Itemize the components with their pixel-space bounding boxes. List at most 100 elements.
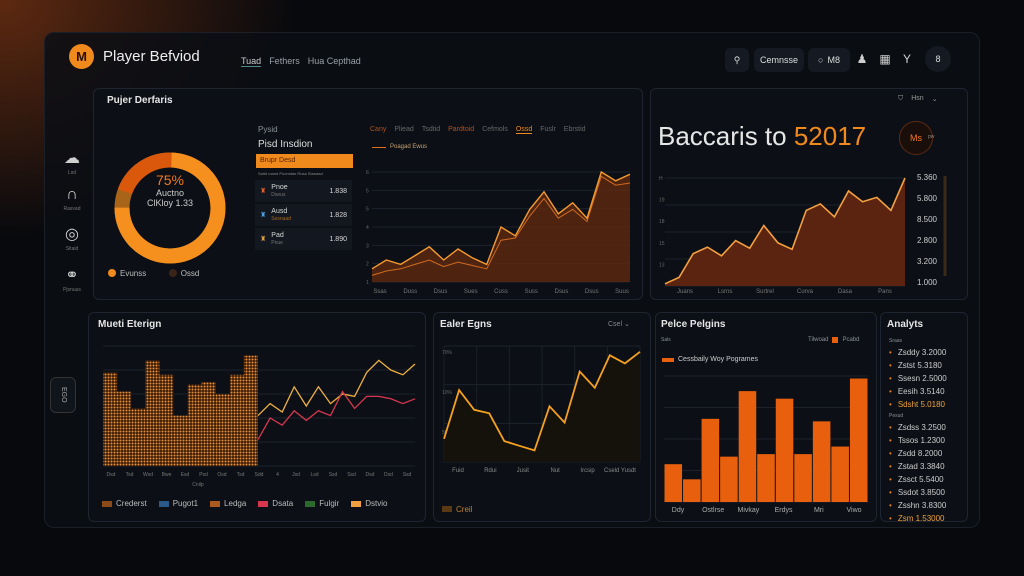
chart-tab[interactable]: Tsdtid: [421, 126, 441, 133]
users-icon[interactable]: ♟: [856, 52, 868, 66]
legend-item[interactable]: Ledga: [210, 499, 246, 508]
x-tick-label: Dsus: [434, 289, 448, 295]
legend-item[interactable]: Fulgir: [305, 499, 339, 508]
analytics-item[interactable]: • Zssct 5.5400: [889, 473, 967, 486]
grid-icon[interactable]: ▦: [879, 52, 891, 66]
analytics-item[interactable]: • Sdsht 5.0180: [889, 398, 967, 411]
sub-right: Tilwoad Pcabd: [808, 337, 859, 343]
legend-item[interactable]: Pugot1: [158, 499, 198, 508]
tab-tuad[interactable]: Tuad: [241, 56, 262, 67]
bar: [701, 418, 720, 502]
bullet-icon: •: [889, 387, 892, 396]
bullet-icon: •: [889, 462, 892, 471]
bullet-icon: •: [889, 400, 892, 409]
x-tick-label: Jsd: [292, 472, 300, 478]
panel-title: Ealer Egns: [440, 319, 492, 330]
chart-tab[interactable]: Fuslr: [540, 126, 556, 133]
bullet-icon: •: [889, 488, 892, 497]
list-caption: Pysid: [258, 125, 278, 134]
analytics-item[interactable]: • Zsddy 3.2000: [889, 346, 967, 359]
tab-hua-cepthad[interactable]: Hua Cepthad: [307, 56, 361, 66]
bar: [215, 394, 230, 466]
analytics-item[interactable]: • Ssesn 2.5000: [889, 372, 967, 385]
series-line: [443, 351, 641, 452]
bar: [173, 415, 188, 466]
filter-icon[interactable]: Y: [902, 52, 911, 66]
item-sub: Sesnaad: [271, 216, 292, 222]
group-label: Pesud: [889, 413, 904, 419]
item-text: Ssdot 3.8500: [897, 488, 945, 497]
chart-tab[interactable]: Cany: [370, 126, 387, 133]
item-sub: Pnue: [271, 240, 283, 246]
series-line-ewus: [371, 175, 631, 276]
chart-tab[interactable]: Cefmols: [482, 126, 508, 133]
analytics-item[interactable]: • Tssos 1.2300: [889, 434, 967, 447]
chart-tab[interactable]: Ebrstid: [563, 126, 586, 133]
analytics-item[interactable]: • Zsm 1.53000: [889, 512, 967, 525]
item-text: Zsshn 3.8300: [897, 501, 947, 510]
analytics-item[interactable]: • Eesih 3.5140: [889, 385, 967, 398]
bar: [738, 391, 757, 502]
analytics-item[interactable]: • Zsdd 8.2000: [889, 447, 967, 460]
analytics-item[interactable]: • Ssdot 3.8500: [889, 486, 967, 499]
chart-legend: Crederst Pugot1 Ledga Dsata Fulgir Dstvio: [102, 499, 420, 508]
list-item[interactable]: ♜ Pnoe Dseus 1.838: [255, 180, 352, 202]
analytics-item[interactable]: • Zsdss 3.2500: [889, 421, 967, 434]
x-tick-label: Mivkay: [738, 507, 760, 514]
chart-tab[interactable]: Pliead: [394, 126, 414, 133]
sidebar-item-pjsnuus[interactable]: ⚭ Pjsnuus: [56, 265, 88, 293]
analytics-item[interactable]: • Zsshn 3.8300: [889, 499, 967, 512]
sidebar-item-sitaid[interactable]: ◎ Sitaid: [56, 224, 88, 252]
bar: [849, 378, 868, 502]
tab-fethers[interactable]: Fethers: [269, 56, 300, 66]
avatar-text: 8: [935, 54, 941, 64]
item-text: Eesih 3.5140: [897, 387, 945, 396]
donut-sublabel: ClKloy 1.33: [146, 198, 194, 208]
chart-legend: Creil: [442, 499, 490, 517]
x-tick-label: Dsd: [384, 472, 393, 478]
y-tick-label: 15: [659, 241, 665, 247]
legend-label: Ledga: [224, 499, 247, 508]
m8-button[interactable]: ○ M8: [808, 48, 850, 72]
chevron-down-icon: ⌄: [623, 321, 630, 328]
item-icon: ♜: [260, 236, 267, 243]
sidebar-item-lsd[interactable]: ☁ Lsd: [56, 148, 88, 176]
legend-item[interactable]: Dsata: [258, 499, 293, 508]
x-tick-label: Suss: [525, 289, 538, 295]
bar: [145, 360, 160, 466]
chart-tab[interactable]: Pardtoid: [448, 126, 475, 133]
x-tick-label: Sdd: [255, 472, 264, 478]
analytics-item[interactable]: • Zstst 5.3180: [889, 359, 967, 372]
badge: Ms: [899, 121, 933, 155]
analytics-item[interactable]: • Zstad 3.3840: [889, 460, 967, 473]
list-item[interactable]: ♜ Pad Pnue 1.890: [255, 228, 352, 250]
x-tick-label: Pans: [878, 289, 892, 295]
group-label: Sraas: [889, 338, 903, 344]
filter-dropdown[interactable]: Csel ⌄: [608, 320, 630, 328]
filter-control[interactable]: ⛉ Hsn ⌄: [898, 95, 938, 103]
legend-item[interactable]: Crederst: [102, 499, 147, 508]
behavior-line-chart: 6 5 5 4 3 2 1 Ssas Duss Dsus Sues Cuss Suss Dsus Dsus S…: [366, 170, 631, 295]
sidebar-label: Rasvad: [63, 206, 81, 212]
x-tick-label: Ssd: [403, 472, 412, 478]
x-tick-label: Nut: [551, 468, 561, 474]
cemnsse-button[interactable]: Cemnsse: [754, 48, 804, 72]
legend-label: Cessbaily Woy Pogrames: [678, 356, 759, 363]
list-item[interactable]: ♜ Ausd Sesnaad 1.828: [255, 204, 352, 226]
area-fill: [444, 351, 640, 462]
x-tick-label: Dsd: [107, 472, 116, 478]
baccarat-area-chart: H 19 18 15 13 5.360 5.800 8.500 2.800 3.200 1.000 J…: [659, 173, 947, 295]
bar: [794, 454, 812, 502]
bar: [775, 398, 794, 502]
panel-title: Pelce Pelgins: [661, 319, 726, 330]
search-button[interactable]: ⚲: [725, 48, 749, 72]
legend-item[interactable]: Dstvio: [351, 499, 387, 508]
list-highlight[interactable]: Brupr Desd: [256, 154, 353, 168]
side-button[interactable]: EGO: [50, 377, 76, 413]
target-icon: ◎: [65, 226, 79, 243]
avatar[interactable]: 8: [925, 46, 951, 72]
sidebar-item-rasvad[interactable]: ∩ Rasvad: [56, 186, 88, 212]
chart-tab[interactable]: Ossd: [515, 126, 533, 134]
item-value: 1.828: [329, 211, 347, 219]
button-label: M8: [827, 55, 840, 65]
